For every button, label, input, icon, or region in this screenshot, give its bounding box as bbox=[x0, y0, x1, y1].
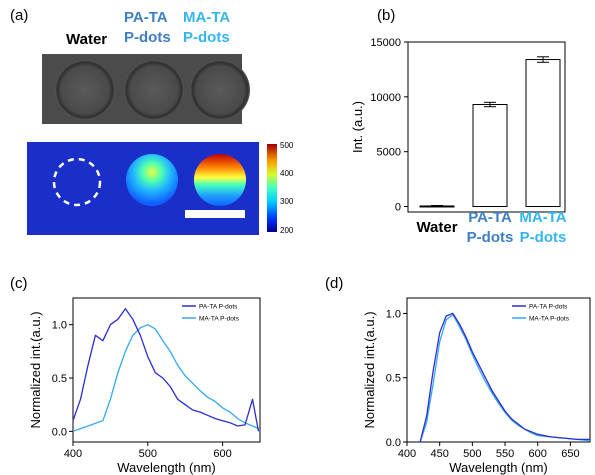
ytick-label-b-1: 5000 bbox=[377, 147, 401, 159]
ytick-label-d-1: 0.5 bbox=[386, 373, 401, 385]
ylabel-b: Int. (a.u.) bbox=[350, 101, 365, 153]
bar-1 bbox=[472, 104, 508, 208]
legend-label-c-0: PA-TA P-dots bbox=[199, 304, 238, 311]
plot-frame-d bbox=[406, 297, 591, 443]
header-ma-line1: MA-TA bbox=[183, 9, 230, 26]
photoacoustic-image bbox=[27, 142, 259, 235]
ytick-label-c-2: 1.0 bbox=[52, 320, 67, 332]
category-label-1-0: PA-TA bbox=[468, 209, 512, 226]
xtick-label-d-5: 650 bbox=[561, 448, 579, 460]
category-label-0-0: Water bbox=[416, 219, 457, 236]
ytick-label-b-3: 15000 bbox=[370, 37, 401, 49]
category-label-2-1: P-dots bbox=[520, 229, 567, 246]
colorbar-tick-300: 300 bbox=[280, 197, 294, 206]
panel-label-c: (c) bbox=[10, 275, 28, 292]
header-water: Water bbox=[66, 31, 107, 48]
ma-dot-signal bbox=[194, 154, 246, 206]
xtick-label-c-0: 400 bbox=[64, 448, 82, 460]
colorbar-tick-500: 500 bbox=[280, 141, 294, 150]
header-pa-line2: P-dots bbox=[124, 29, 171, 46]
xlabel-c: Wavelength (nm) bbox=[117, 460, 216, 475]
plot-frame-b bbox=[407, 41, 566, 213]
dashed-well-outline bbox=[52, 157, 102, 207]
bar-2 bbox=[525, 59, 561, 208]
well-water bbox=[55, 60, 115, 120]
well-pa bbox=[124, 60, 184, 120]
xtick-label-d-0: 400 bbox=[398, 448, 416, 460]
colorbar-tick-400: 400 bbox=[280, 169, 294, 178]
ylabel-c: Normalized int.(a.u.) bbox=[28, 311, 43, 428]
legend-label-c-1: MA-TA P-dots bbox=[199, 316, 240, 323]
panel-label-d: (d) bbox=[325, 275, 343, 292]
ytick-label-c-1: 0.5 bbox=[52, 373, 67, 385]
panel-label-b: (b) bbox=[377, 7, 395, 24]
xlabel-d: Wavelength (nm) bbox=[449, 460, 548, 475]
chart-d-spectra: 400 450 500 550 600 650 0.0 0.5 1.0 Wavelength (n… bbox=[362, 297, 591, 475]
xtick-label-c-1: 500 bbox=[139, 448, 157, 460]
category-label-2-0: MA-TA bbox=[519, 209, 566, 226]
header-ma-line2: P-dots bbox=[183, 29, 230, 46]
scale-bar bbox=[185, 210, 245, 218]
ytick-label-b-2: 10000 bbox=[370, 92, 401, 104]
ytick-label-d-2: 1.0 bbox=[386, 308, 401, 320]
colorbar: 500 400 300 200 bbox=[267, 141, 294, 235]
ytick-label-d-0: 0.0 bbox=[386, 437, 401, 449]
ylabel-d: Normalized int.(a.u.) bbox=[362, 311, 377, 428]
series-line-c-1 bbox=[72, 324, 261, 432]
pa-dot-signal bbox=[126, 154, 178, 206]
ytick-label-c-0: 0.0 bbox=[52, 426, 67, 438]
series-line-d-1 bbox=[419, 314, 591, 443]
chart-b-bar: 0 5000 10000 15000 Int. (a.u.) Water PA-TA P-do… bbox=[350, 37, 567, 246]
well-ma bbox=[190, 60, 250, 120]
xtick-label-c-2: 600 bbox=[213, 448, 231, 460]
xtick-label-d-1: 450 bbox=[430, 448, 448, 460]
colorbar-tick-200: 200 bbox=[280, 226, 294, 235]
plot-frame-c bbox=[72, 297, 261, 443]
series-line-c-0 bbox=[72, 308, 260, 432]
legend-label-d-0: PA-TA P-dots bbox=[529, 304, 568, 311]
category-label-1-1: P-dots bbox=[467, 229, 514, 246]
panel-a-headers: Water PA-TA P-dots MA-TA P-dots bbox=[66, 9, 230, 48]
panel-label-a: (a) bbox=[10, 7, 28, 24]
legend-label-d-1: MA-TA P-dots bbox=[529, 316, 570, 323]
brightfield-image bbox=[42, 54, 250, 124]
xtick-label-d-4: 600 bbox=[529, 448, 547, 460]
xtick-label-d-2: 500 bbox=[463, 448, 481, 460]
chart-c-spectra: 400 500 600 0.0 0.5 1.0 Wavelength (nm) Normali… bbox=[28, 297, 261, 475]
series-line-d-0 bbox=[419, 312, 590, 443]
xtick-label-d-3: 550 bbox=[496, 448, 514, 460]
header-pa-line1: PA-TA bbox=[124, 9, 168, 26]
ytick-label-b-0: 0 bbox=[395, 202, 401, 214]
